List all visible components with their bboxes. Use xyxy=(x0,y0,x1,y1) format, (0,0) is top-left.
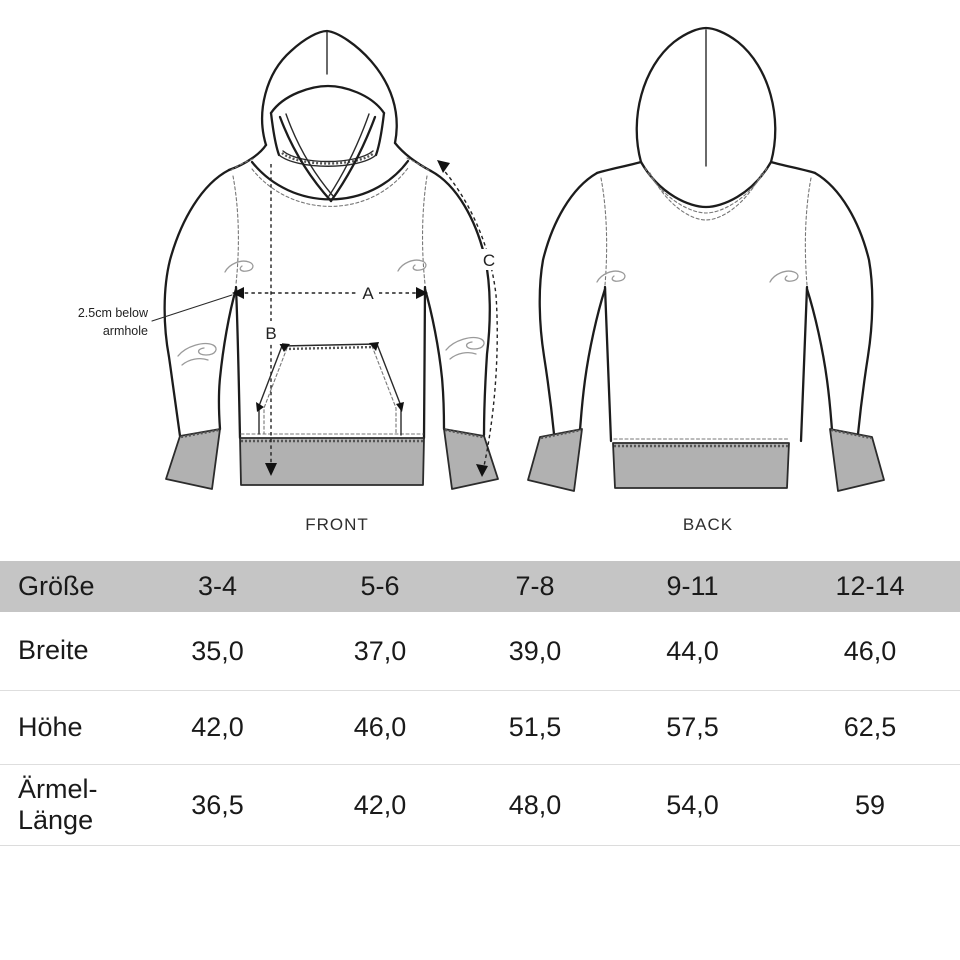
fold-swirl xyxy=(596,270,626,283)
dim-c-arrow-top xyxy=(437,160,450,173)
dim-c: C xyxy=(437,160,499,477)
header-col-4: 9-11 xyxy=(666,571,719,601)
value-cell: 54,0 xyxy=(666,789,719,820)
back-waistband xyxy=(612,442,790,489)
fold-swirl xyxy=(445,336,485,360)
header-size-label: Größe xyxy=(18,571,95,601)
dimension-annotations: A B C xyxy=(78,160,499,477)
back-view-label: BACK xyxy=(683,515,733,534)
header-col-5: 12-14 xyxy=(835,571,905,601)
value-cell: 37,0 xyxy=(353,635,407,666)
back-view xyxy=(527,26,885,492)
armhole-note: 2.5cm below armhole xyxy=(78,294,233,338)
value-cell: 39,0 xyxy=(508,635,562,666)
value-cell: 62,5 xyxy=(843,712,897,742)
front-waistband xyxy=(239,437,425,486)
front-view xyxy=(163,29,499,490)
hoodie-diagram-area: A B C xyxy=(78,26,885,534)
dim-c-arrow-bottom xyxy=(476,464,488,477)
fold-swirl xyxy=(224,260,254,273)
header-col-1: 3-4 xyxy=(197,571,238,601)
row-label: Breite xyxy=(18,635,89,666)
dim-c-label: C xyxy=(483,251,495,270)
header-col-3: 7-8 xyxy=(515,571,555,601)
armhole-note-line1: 2.5cm below xyxy=(78,306,149,320)
value-cell: 42,0 xyxy=(191,712,244,742)
dim-b: B xyxy=(260,164,282,476)
size-table: Größe 3-4 5-6 7-8 9-11 12-14 Breite 35,0… xyxy=(0,561,960,846)
value-cell: 44,0 xyxy=(666,635,719,666)
value-cell: 46,0 xyxy=(353,712,407,742)
back-right-cuff xyxy=(829,428,885,492)
value-cell: 57,5 xyxy=(666,712,719,742)
dim-b-label: B xyxy=(265,324,276,343)
value-cell: 46,0 xyxy=(843,635,897,666)
value-cell: 59 xyxy=(854,789,886,820)
kangaroo-pocket xyxy=(256,342,404,436)
table-row-hoehe: Höhe 42,0 46,0 51,5 57,5 62,5 xyxy=(0,690,960,764)
dim-a: A xyxy=(232,281,428,304)
value-cell: 42,0 xyxy=(353,789,407,820)
value-cell: 35,0 xyxy=(191,635,244,666)
fold-swirl xyxy=(397,259,427,272)
armhole-note-line2: armhole xyxy=(103,324,148,338)
front-left-cuff xyxy=(165,428,221,490)
value-cell: 48,0 xyxy=(508,789,562,820)
back-left-cuff xyxy=(527,428,583,492)
value-cell: 51,5 xyxy=(508,712,562,742)
table-row-breite: Breite 35,0 37,0 39,0 44,0 46,0 xyxy=(0,612,960,690)
collar-rib xyxy=(278,154,377,167)
dim-b-arrow-bottom xyxy=(265,463,277,476)
header-col-2: 5-6 xyxy=(360,571,400,601)
table-row-aermel-laenge: Ärmel-Länge 36,5 42,0 48,0 54,0 59 xyxy=(0,764,960,846)
dim-a-label: A xyxy=(362,284,374,303)
dim-a-arrow-left xyxy=(232,287,244,299)
dim-a-arrow-right xyxy=(416,287,428,299)
value-cell: 36,5 xyxy=(191,789,244,820)
row-label: Ärmel-Länge xyxy=(18,773,98,835)
size-table-header-row: Größe 3-4 5-6 7-8 9-11 12-14 xyxy=(0,561,960,612)
fold-swirl xyxy=(769,270,799,283)
hoodie-technical-drawing: A B C xyxy=(78,26,885,534)
front-view-label: FRONT xyxy=(305,515,369,534)
fold-swirl xyxy=(177,342,217,366)
row-label: Höhe xyxy=(18,711,83,742)
